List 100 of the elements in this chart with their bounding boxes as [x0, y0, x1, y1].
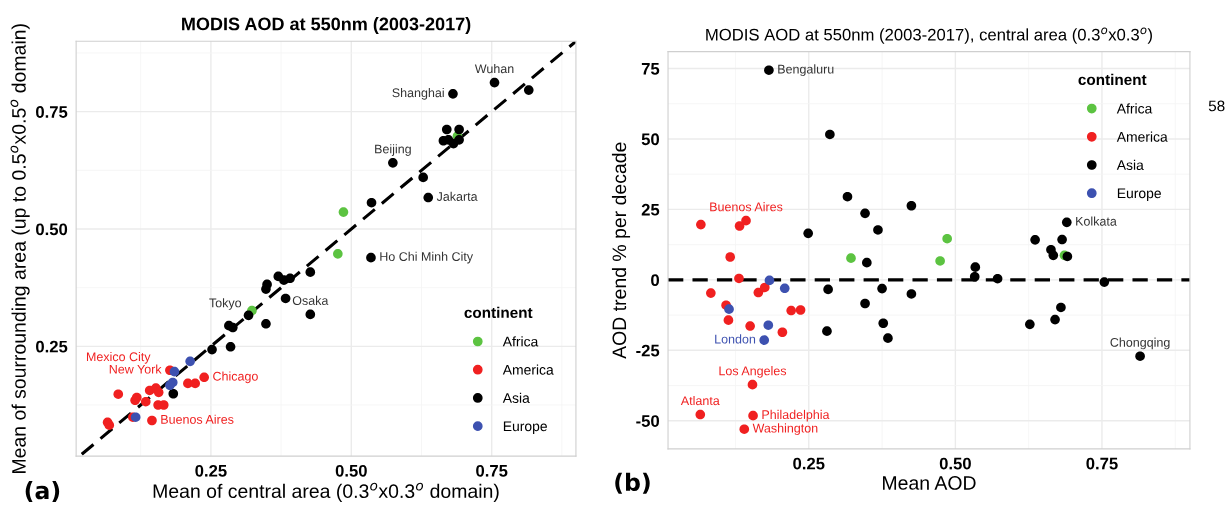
annotation: Chicago: [213, 371, 258, 384]
y-tick-label: 0.25: [36, 340, 68, 353]
point: [199, 372, 209, 383]
x-tick-label: 0.75: [476, 464, 508, 477]
x-tick-label: 0.50: [939, 457, 971, 470]
point: [764, 65, 774, 76]
y-axis-title: AOD trend % per decade: [611, 142, 631, 359]
point: [1056, 302, 1066, 313]
point: [846, 253, 856, 263]
legend-title: continent: [464, 306, 533, 318]
point: [779, 283, 790, 294]
point: [759, 282, 770, 293]
annotation: Los Angeles: [719, 366, 787, 378]
annotation: Ho Chi Minh City: [380, 251, 474, 264]
point: [970, 262, 981, 272]
point: [261, 284, 271, 294]
point: [877, 283, 887, 294]
x-tick-label: 0.75: [1086, 457, 1118, 470]
point: [823, 284, 833, 295]
text: 58: [1208, 100, 1225, 112]
annotation: Bengaluru: [778, 64, 834, 77]
point: [825, 129, 835, 140]
point: [745, 321, 755, 331]
point: [763, 320, 774, 331]
point: [261, 318, 271, 329]
annotation: Philadelphia: [762, 409, 830, 422]
legend-title: continent: [1078, 73, 1147, 86]
point: [942, 233, 952, 244]
point: [388, 158, 398, 168]
point: [305, 309, 316, 320]
point: [1048, 250, 1059, 261]
point: [786, 305, 796, 316]
annotation: Tokyo: [209, 298, 242, 310]
point: [747, 379, 758, 390]
point: [992, 273, 1003, 284]
point: [860, 298, 870, 309]
annotation: Wuhan: [474, 63, 514, 74]
y-axis-title: Mean of sourrounding area (up to 0.5$^{o}$x0.5$^{o}$ domain): [10, 24, 30, 473]
annotation: Washington: [752, 423, 818, 436]
point: [489, 77, 500, 88]
point: [153, 387, 164, 398]
y-tick-label: 75: [641, 63, 660, 75]
point: [333, 249, 343, 259]
point: [280, 293, 291, 304]
point: [759, 335, 770, 345]
annotation: Shanghai: [392, 88, 444, 100]
point: [795, 305, 806, 315]
point: [366, 197, 377, 208]
annotation: Jakarta: [436, 191, 478, 201]
point: [113, 389, 124, 400]
point: [523, 85, 534, 95]
point: [243, 310, 254, 321]
point: [764, 275, 775, 286]
point: [418, 172, 428, 183]
point: [935, 256, 945, 266]
point: [448, 138, 459, 149]
point: [862, 257, 872, 268]
point: [873, 225, 883, 235]
annotation: New York: [109, 364, 162, 374]
chart-title: MODIS AOD at 550nm (2003-2017), central area (0.3$^{o}$x0.3$^{o}$): [706, 27, 1152, 44]
y-tick-label: -50: [636, 415, 660, 427]
point: [185, 356, 195, 367]
annotation: Mexico City: [86, 351, 151, 364]
point: [366, 252, 376, 263]
point: [706, 288, 716, 298]
point: [1025, 319, 1035, 330]
point: [140, 396, 151, 407]
annotation: Kolkata: [1076, 216, 1117, 226]
y-tick-label: 0.75: [36, 106, 68, 118]
legend-label: Asia: [1116, 159, 1144, 170]
annotation: Chongqing: [1110, 337, 1170, 350]
point: [803, 228, 813, 239]
point: [734, 273, 744, 284]
point: [305, 267, 316, 277]
text: (b): [615, 472, 650, 494]
annotation: Osaka: [292, 295, 329, 305]
point: [860, 208, 870, 219]
point: [225, 341, 236, 352]
point: [1030, 235, 1040, 245]
point: [1099, 277, 1110, 287]
y-tick-label: 25: [641, 203, 660, 216]
annotation: Buenos Aires: [161, 414, 234, 424]
chart-title: MODIS AOD at 550nm (2003-2017): [182, 17, 471, 34]
point: [207, 344, 217, 355]
point: [878, 318, 889, 329]
annotation: London: [715, 334, 756, 344]
y-tick-label: 50: [641, 133, 660, 146]
point: [454, 124, 464, 135]
point: [695, 409, 706, 420]
x-tick-label: 0.25: [793, 457, 825, 470]
y-tick-label: 0: [651, 274, 660, 287]
annotation: Buenos Aires: [710, 202, 783, 212]
point: [842, 191, 853, 202]
point: [696, 219, 706, 230]
point: [423, 192, 434, 203]
x-tick-label: 0.50: [335, 464, 367, 477]
x-axis-title: Mean AOD: [883, 476, 976, 490]
point: [724, 304, 734, 314]
legend-label: Europe: [503, 421, 547, 434]
point: [725, 252, 735, 262]
